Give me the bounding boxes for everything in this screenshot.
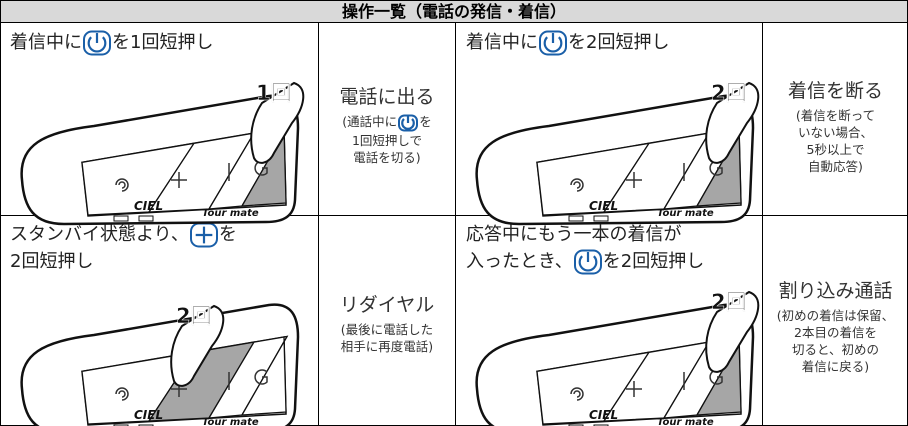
result-title: 電話に出る (339, 86, 435, 108)
power-icon (539, 30, 567, 56)
note: 5秒以上で (806, 142, 865, 157)
text: 入ったとき、 (466, 251, 573, 272)
icon-frame (83, 30, 111, 56)
note: 1回短押しで (351, 132, 423, 148)
button-glyph (570, 387, 584, 401)
finger (705, 290, 760, 373)
note: いない場合、 (797, 125, 873, 140)
icon-glyph (401, 117, 416, 130)
instruction: スタンバイ状態より、 を 2回短押し (10, 221, 237, 275)
device-brand: CIEL (134, 408, 163, 422)
instruction: 着信中に を1回短押し (10, 28, 213, 56)
device-illustration: CIEL Tour mate 2回 (475, 290, 760, 426)
device-model: Tour mate (202, 417, 259, 426)
button-glyph (115, 178, 129, 192)
text: を2回短押し (568, 32, 670, 53)
button-glyph (115, 387, 129, 401)
button-glyph (570, 178, 584, 192)
finger (705, 81, 760, 164)
finger (250, 81, 305, 164)
note: 切ると、初めの (791, 342, 879, 357)
text: 着信中に (10, 32, 82, 53)
power-icon (398, 114, 419, 131)
text: を (218, 224, 237, 245)
icon-glyph (195, 226, 213, 244)
note: 自動応答) (808, 159, 863, 174)
result-title: リダイヤル (339, 294, 435, 316)
note: (通話中に を (319, 113, 455, 132)
note: (初めの着信は保留、 (776, 308, 895, 323)
button-glyph (171, 172, 187, 188)
device-illustration: CIEL Tour mate 2回 (475, 81, 760, 226)
note: 着信に戻る) (801, 359, 870, 374)
press-badge: 2回 (711, 290, 747, 314)
led (113, 215, 129, 222)
note: 相手に再度電話) (340, 339, 434, 354)
press-badge: 1回 (256, 81, 292, 105)
press-badge: 2回 (176, 304, 212, 328)
button-glyph (626, 381, 642, 397)
led (593, 215, 609, 222)
led (138, 215, 154, 222)
device-model: Tour mate (657, 208, 714, 219)
instruction: 応答中にもう一本の着信が 入ったとき、 を2回短押し (466, 221, 704, 275)
text: を (419, 114, 432, 129)
result-title: 割り込み通話 (778, 280, 893, 302)
device-model: Tour mate (657, 417, 714, 426)
note: (着信を断って (795, 108, 876, 123)
device-model: Tour mate (202, 208, 259, 219)
note: (最後に電話した (340, 322, 434, 337)
text: を2回短押し (602, 251, 705, 272)
instruction: 着信中に を2回短押し (466, 28, 669, 56)
button-glyph (254, 369, 268, 385)
result: 電話に出る (通話中に を 1回短押しで 電話を切る) (319, 82, 455, 166)
text: 着信中に (466, 32, 538, 53)
led (568, 215, 584, 222)
note: 2本目の着信を (794, 325, 877, 340)
note: 電話を切る) (353, 149, 421, 165)
device-brand: CIEL (589, 408, 618, 422)
text: 2回短押し (10, 251, 94, 272)
result-title: 着信を断る (787, 80, 883, 102)
icon-glyph (578, 255, 598, 272)
device-brand: CIEL (589, 199, 618, 213)
icon-frame (398, 114, 419, 131)
header-title: 操作一覧（電話の発信・着信） (0, 0, 908, 23)
result: 着信を断る (着信を断って いない場合、 5秒以上で自動応答) (763, 76, 908, 175)
icon-frame (539, 30, 567, 56)
device-button (240, 335, 289, 416)
power-icon (573, 249, 602, 275)
icon-glyph (543, 36, 563, 53)
text: 応答中にもう一本の着信が (466, 224, 682, 245)
result: 割り込み通話 (初めの着信は保留、 2本目の着信を 切ると、初めの 着信に戻る) (763, 276, 908, 375)
text: を1回短押し (112, 32, 214, 53)
device-illustration: CIEL Tour mate 2回 (20, 303, 300, 426)
device-illustration: CIEL Tour mate 1回 (20, 81, 305, 226)
text: (通話中に (342, 114, 398, 129)
button-glyph (626, 172, 642, 188)
icon-frame (573, 249, 602, 275)
finger (170, 304, 225, 387)
press-badge: 2回 (711, 81, 747, 105)
device-brand: CIEL (134, 199, 163, 213)
result: リダイヤル (最後に電話した 相手に再度電話) (319, 290, 455, 355)
text: スタンバイ状態より、 (10, 224, 189, 245)
power-icon (83, 30, 111, 56)
icon-glyph (87, 36, 107, 53)
